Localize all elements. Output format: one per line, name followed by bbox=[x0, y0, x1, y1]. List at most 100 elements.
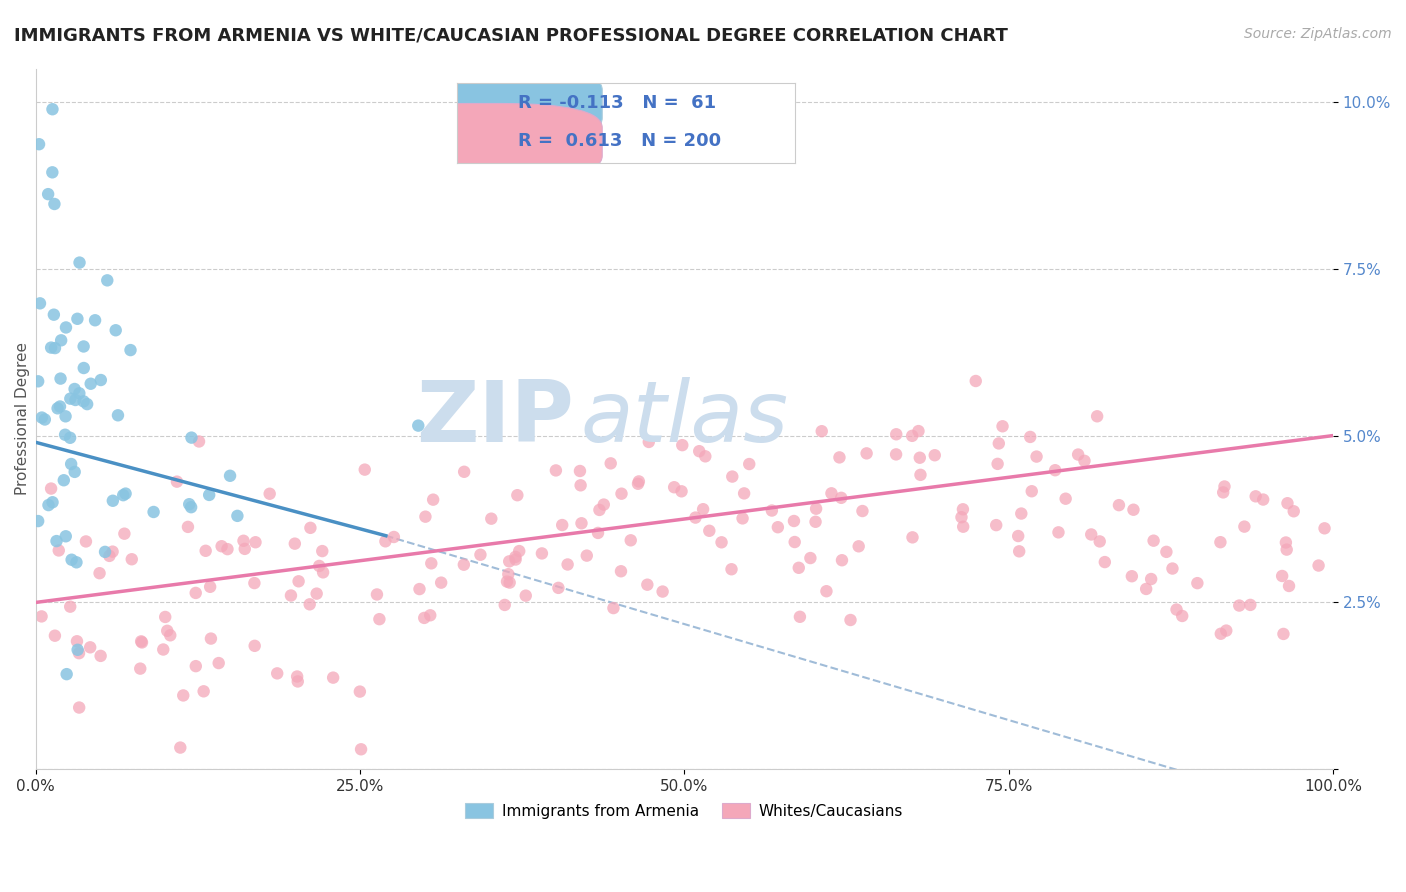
Point bbox=[66, 642, 89, 657]
Point bbox=[551, 518, 574, 533]
Point bbox=[1215, 624, 1237, 638]
Point bbox=[96, 273, 118, 287]
Point bbox=[815, 584, 838, 599]
Y-axis label: Professional Degree: Professional Degree bbox=[15, 343, 30, 495]
Point bbox=[287, 674, 309, 689]
Point bbox=[49, 400, 72, 414]
Point bbox=[419, 608, 441, 623]
Point bbox=[280, 589, 302, 603]
Point bbox=[1278, 579, 1301, 593]
Point bbox=[610, 564, 633, 578]
Point bbox=[671, 484, 693, 499]
Text: ZIP: ZIP bbox=[416, 377, 574, 460]
Point bbox=[787, 561, 810, 575]
Point bbox=[637, 434, 659, 449]
Text: atlas: atlas bbox=[581, 377, 789, 460]
Point bbox=[259, 487, 281, 501]
Point bbox=[353, 462, 375, 476]
Point bbox=[620, 533, 643, 548]
Point bbox=[1313, 521, 1336, 535]
Point bbox=[828, 450, 851, 465]
Point bbox=[299, 521, 322, 535]
Point bbox=[107, 409, 129, 423]
Point bbox=[692, 502, 714, 516]
Point bbox=[1156, 545, 1178, 559]
Point bbox=[90, 648, 112, 663]
Point bbox=[46, 401, 69, 416]
Point bbox=[505, 552, 527, 566]
Point bbox=[671, 438, 693, 452]
Point bbox=[142, 505, 165, 519]
Point bbox=[72, 339, 94, 353]
Point bbox=[44, 341, 66, 355]
Point bbox=[55, 320, 77, 334]
Point bbox=[243, 576, 266, 591]
Point bbox=[1277, 496, 1299, 510]
Text: IMMIGRANTS FROM ARMENIA VS WHITE/CAUCASIAN PROFESSIONAL DEGREE CORRELATION CHART: IMMIGRANTS FROM ARMENIA VS WHITE/CAUCASI… bbox=[14, 27, 1008, 45]
Point bbox=[208, 656, 231, 670]
Point bbox=[498, 575, 520, 590]
Point bbox=[152, 642, 174, 657]
Point bbox=[588, 503, 610, 517]
Point bbox=[311, 544, 333, 558]
Point bbox=[233, 541, 256, 556]
Point bbox=[45, 534, 67, 549]
Point bbox=[515, 589, 537, 603]
Point bbox=[350, 742, 373, 756]
Point bbox=[505, 549, 527, 564]
Point bbox=[952, 502, 974, 516]
Point bbox=[155, 610, 177, 624]
Point bbox=[1025, 450, 1047, 464]
Point bbox=[44, 197, 66, 211]
Point bbox=[1161, 561, 1184, 575]
Point bbox=[55, 529, 77, 543]
Point bbox=[55, 667, 77, 681]
Point bbox=[1067, 448, 1090, 462]
Point bbox=[159, 628, 181, 642]
Point bbox=[89, 566, 111, 581]
Point bbox=[731, 511, 754, 525]
Point bbox=[1227, 599, 1250, 613]
Point bbox=[37, 187, 59, 202]
Point bbox=[39, 482, 62, 496]
Point bbox=[1142, 533, 1164, 548]
Point bbox=[1080, 527, 1102, 541]
Point bbox=[987, 457, 1010, 471]
Point bbox=[305, 586, 328, 600]
Point bbox=[131, 635, 153, 649]
Point bbox=[1213, 479, 1236, 493]
Point bbox=[1140, 572, 1163, 586]
Point bbox=[884, 447, 907, 461]
Point bbox=[101, 493, 124, 508]
Point bbox=[506, 488, 529, 502]
Point bbox=[66, 311, 89, 326]
Point bbox=[651, 584, 673, 599]
Point bbox=[184, 586, 207, 600]
Point bbox=[179, 497, 201, 511]
Point bbox=[901, 429, 924, 443]
Point bbox=[1275, 535, 1298, 549]
Point bbox=[950, 510, 973, 524]
Point bbox=[1282, 504, 1305, 518]
Point bbox=[804, 515, 827, 529]
Point bbox=[855, 446, 877, 460]
Point bbox=[232, 533, 254, 548]
Point bbox=[1209, 626, 1232, 640]
Point bbox=[1135, 582, 1157, 596]
Point bbox=[991, 419, 1014, 434]
Point bbox=[766, 520, 789, 534]
Point bbox=[557, 558, 579, 572]
Legend: Immigrants from Armenia, Whites/Caucasians: Immigrants from Armenia, Whites/Caucasia… bbox=[460, 797, 910, 825]
Point bbox=[72, 394, 94, 409]
Point bbox=[569, 478, 592, 492]
Point bbox=[368, 612, 391, 626]
Point bbox=[67, 646, 90, 660]
Point bbox=[924, 448, 946, 462]
Point bbox=[121, 552, 143, 566]
Point bbox=[41, 165, 63, 179]
Point bbox=[1121, 569, 1143, 583]
Point bbox=[60, 457, 83, 471]
Point bbox=[910, 467, 932, 482]
Point bbox=[413, 611, 436, 625]
Point bbox=[839, 613, 862, 627]
